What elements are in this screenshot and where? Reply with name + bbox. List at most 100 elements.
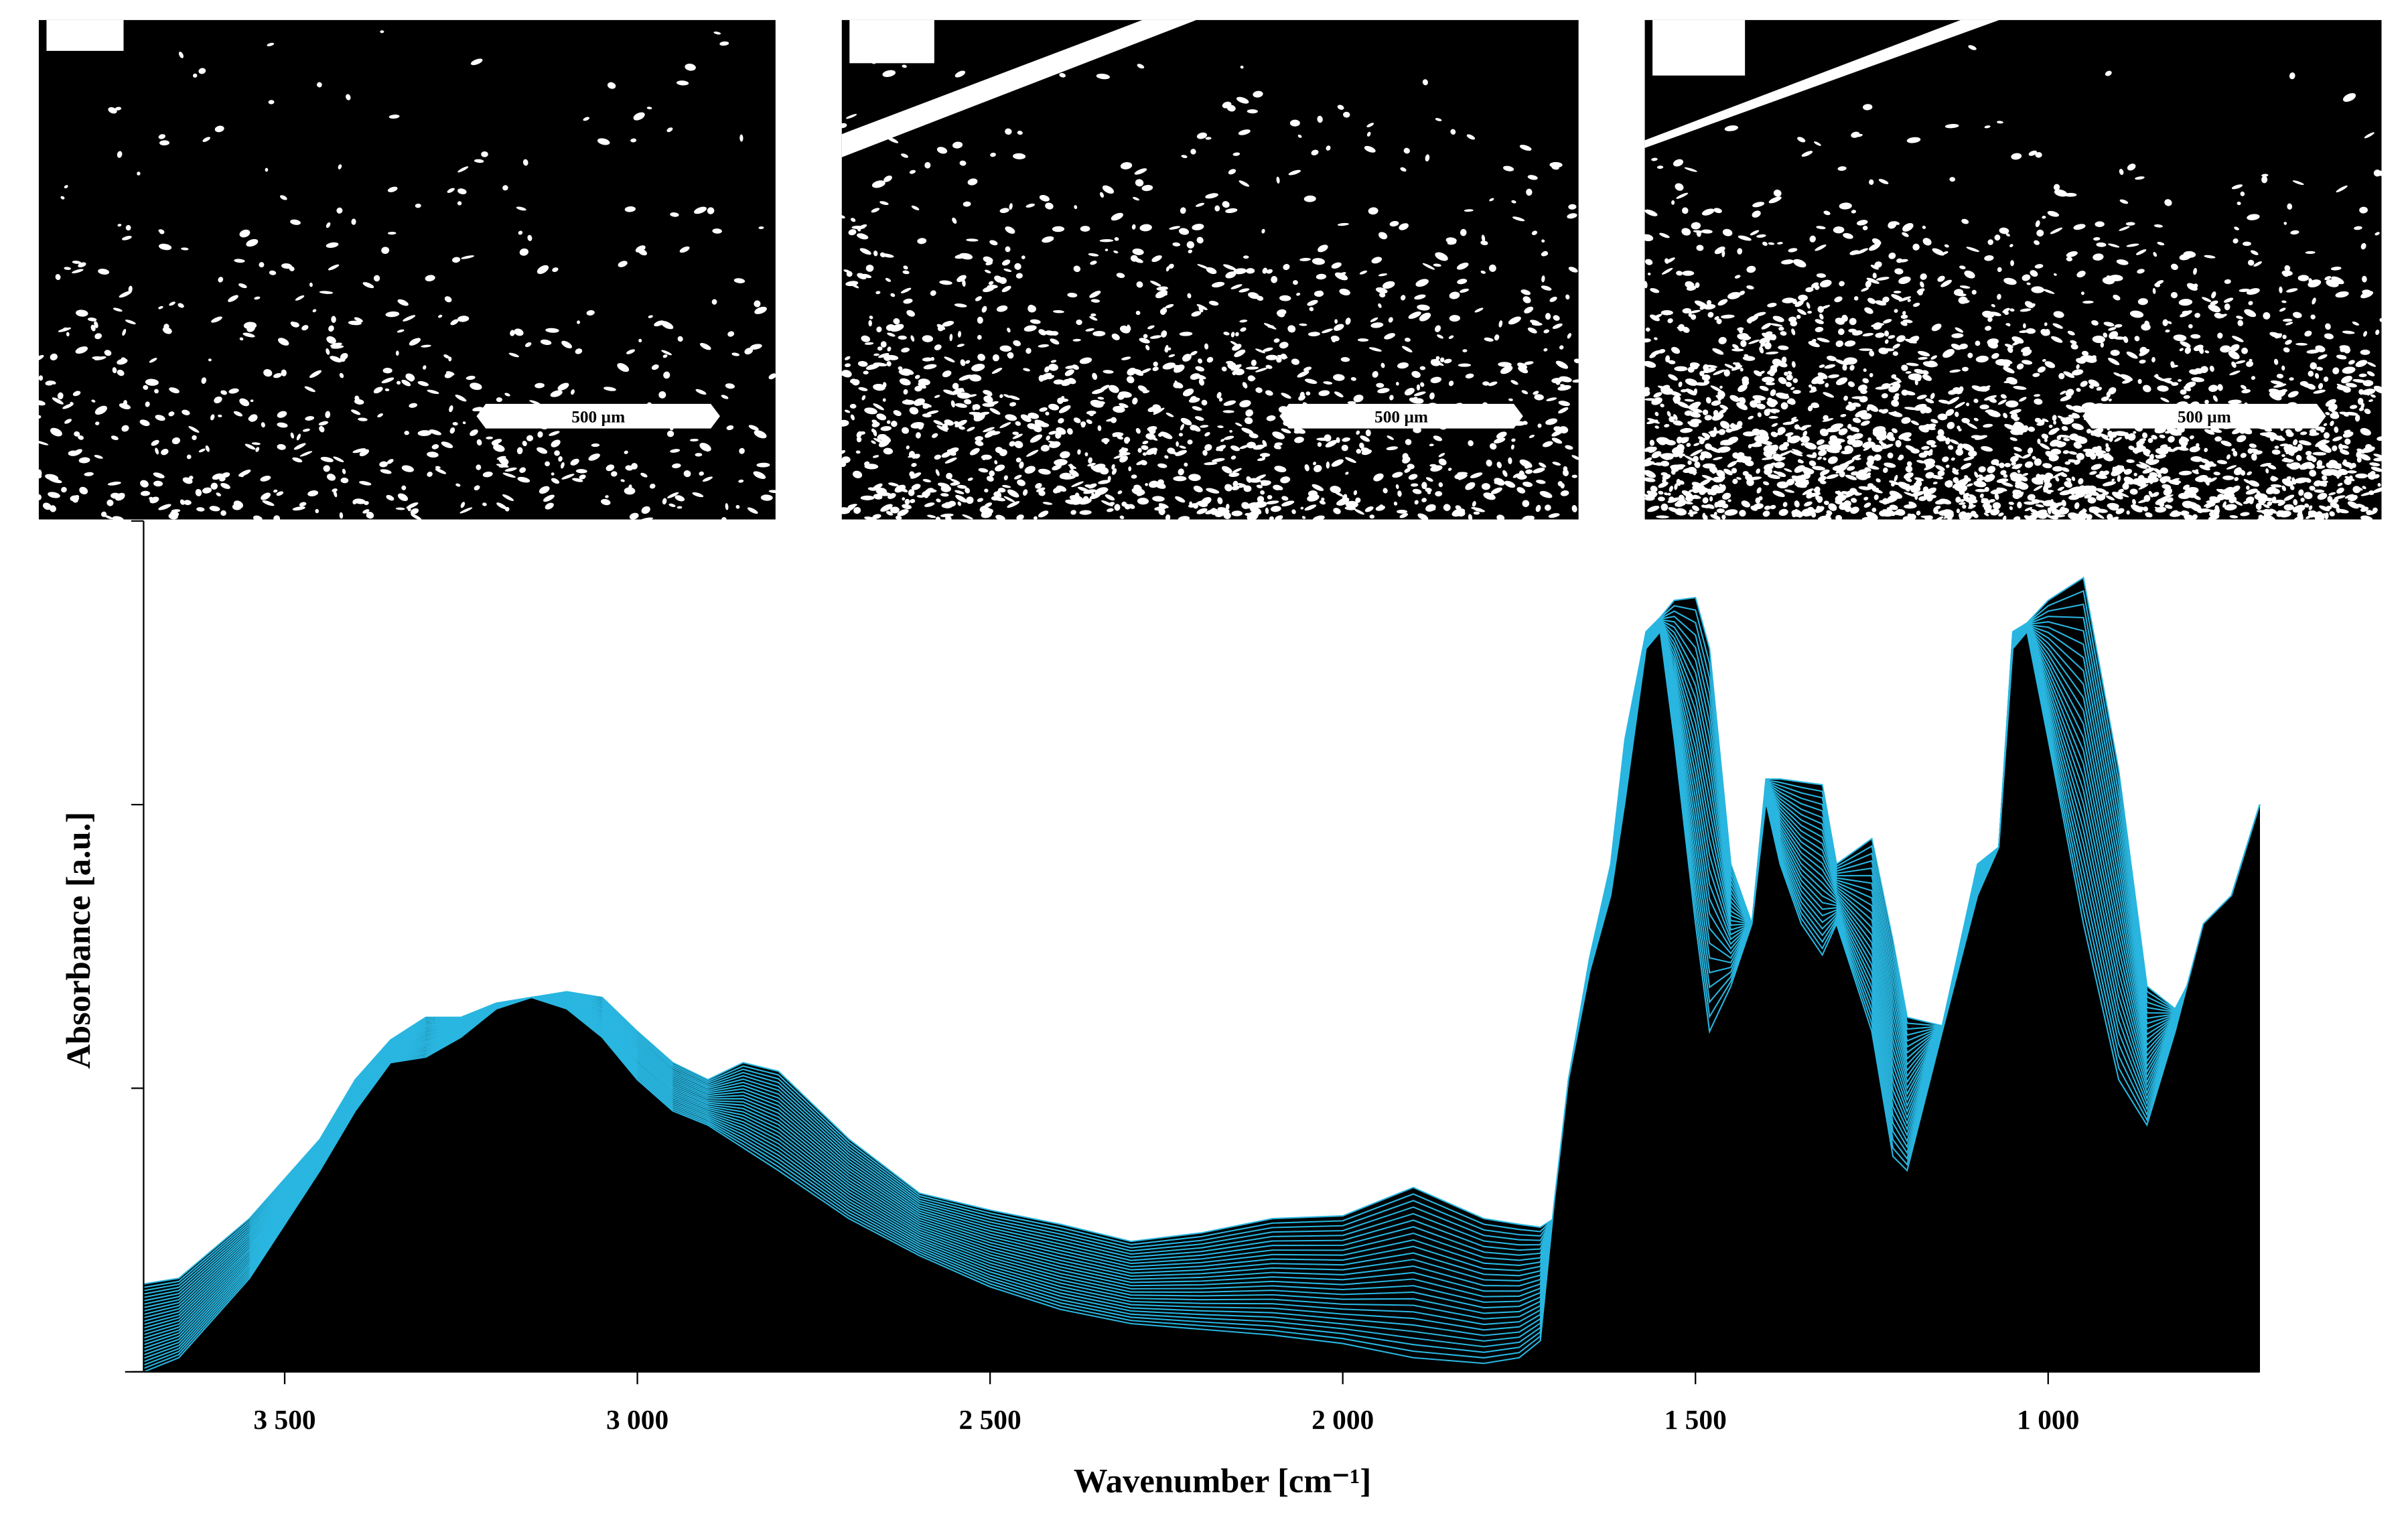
texture (1005, 128, 1012, 135)
texture (1249, 433, 1259, 439)
texture (1235, 422, 1243, 427)
texture (98, 269, 110, 275)
texture (338, 164, 342, 169)
texture (1002, 259, 1011, 266)
texture (350, 409, 361, 415)
texture (957, 344, 965, 347)
texture (991, 368, 1003, 374)
texture (1470, 472, 1483, 478)
texture (1058, 418, 1064, 424)
texture (1248, 292, 1260, 299)
texture (112, 367, 117, 374)
texture (1107, 476, 1111, 482)
texture (977, 354, 985, 361)
texture (1165, 412, 1174, 417)
texture (1371, 257, 1383, 264)
texture (461, 255, 475, 259)
texture (1699, 454, 1705, 461)
texture (906, 309, 915, 317)
texture (1054, 459, 1068, 466)
texture (307, 490, 319, 496)
texture (1276, 176, 1280, 184)
texture (57, 392, 64, 400)
texture (1293, 280, 1298, 285)
texture (273, 372, 282, 378)
texture (992, 354, 999, 362)
texture (137, 171, 141, 176)
texture (917, 238, 927, 245)
texture (873, 251, 878, 257)
texture (954, 303, 967, 307)
texture (1021, 255, 1025, 259)
texture (549, 431, 560, 436)
texture (886, 136, 899, 143)
texture (1311, 149, 1319, 155)
texture (1265, 390, 1273, 396)
texture (910, 421, 924, 429)
texture (959, 426, 965, 430)
texture (1142, 452, 1147, 456)
texture (1246, 268, 1255, 274)
texture (72, 391, 81, 397)
texture (858, 387, 868, 391)
texture (459, 507, 473, 514)
texture (695, 389, 707, 395)
texture (1333, 324, 1344, 331)
texture (158, 134, 165, 139)
texture (276, 491, 284, 496)
texture (1216, 392, 1222, 399)
texture (978, 468, 989, 473)
texture (470, 429, 478, 436)
texture (1244, 417, 1253, 425)
texture (857, 233, 869, 240)
texture (1343, 111, 1350, 118)
texture (1451, 508, 1466, 517)
texture (756, 462, 770, 468)
texture (922, 479, 932, 483)
texture (1105, 494, 1115, 501)
texture (431, 444, 439, 449)
texture (754, 300, 761, 307)
texture (1281, 393, 1291, 399)
texture (299, 451, 313, 457)
texture (1165, 514, 1171, 521)
texture (551, 439, 561, 447)
texture (37, 415, 42, 419)
texture (1205, 508, 1218, 514)
texture (957, 331, 962, 338)
texture (1353, 395, 1364, 403)
texture (111, 435, 119, 440)
texture (1356, 449, 1362, 454)
texture (37, 474, 42, 479)
texture (1084, 452, 1088, 457)
texture (1113, 455, 1123, 459)
texture (840, 460, 847, 468)
texture (196, 507, 205, 512)
texture (1325, 439, 1338, 447)
texture (301, 325, 309, 331)
texture (1408, 474, 1418, 480)
texture (1796, 315, 1801, 320)
texture (1042, 502, 1053, 505)
texture (1040, 372, 1052, 381)
texture (1076, 319, 1082, 326)
texture (388, 115, 400, 119)
texture (996, 305, 1008, 312)
texture (128, 285, 133, 293)
texture (537, 265, 549, 274)
texture (1119, 403, 1129, 408)
texture (1050, 331, 1059, 336)
texture (326, 242, 339, 249)
texture (1287, 325, 1296, 333)
texture (1559, 376, 1572, 383)
texture (108, 107, 117, 114)
texture (882, 70, 896, 77)
texture (320, 456, 334, 462)
texture (1174, 364, 1180, 371)
texture (1399, 223, 1409, 230)
scale-bar-label: 500 µm (1374, 407, 1428, 426)
scale-bar-label: 500 µm (571, 407, 625, 426)
texture (1009, 441, 1015, 447)
texture (443, 354, 450, 359)
texture (1567, 333, 1572, 339)
